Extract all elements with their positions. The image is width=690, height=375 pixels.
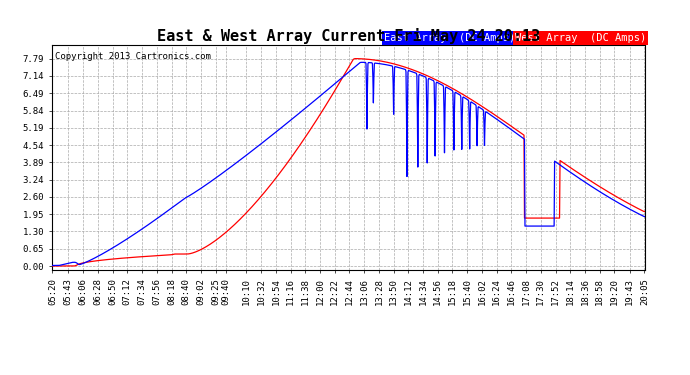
Title: East & West Array Current Fri May 24 20:13: East & West Array Current Fri May 24 20:…: [157, 28, 540, 44]
Text: Copyright 2013 Cartronics.com: Copyright 2013 Cartronics.com: [55, 52, 210, 61]
Text: West Array  (DC Amps): West Array (DC Amps): [515, 33, 646, 43]
Text: East Array  (DC Amps): East Array (DC Amps): [384, 33, 515, 43]
